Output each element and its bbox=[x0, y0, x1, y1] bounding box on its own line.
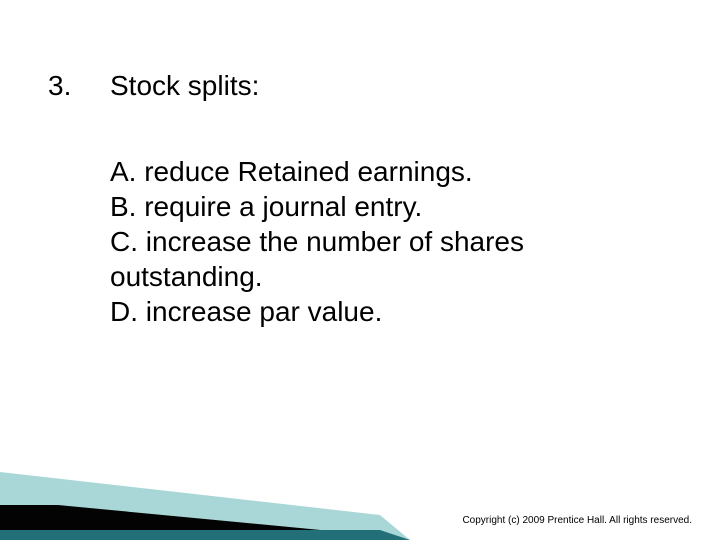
copyright-text: Copyright (c) 2009 Prentice Hall. All ri… bbox=[462, 515, 692, 526]
question-row: 3. Stock splits: bbox=[48, 70, 680, 102]
option-d: D. increase par value. bbox=[110, 294, 680, 329]
option-b: B. require a journal entry. bbox=[110, 189, 680, 224]
corner-decoration bbox=[0, 460, 410, 540]
option-c: C. increase the number of shares outstan… bbox=[110, 224, 680, 294]
slide: 3. Stock splits: A. reduce Retained earn… bbox=[0, 0, 720, 540]
content-area: 3. Stock splits: A. reduce Retained earn… bbox=[48, 70, 680, 329]
question-stem: Stock splits: bbox=[110, 70, 259, 102]
option-a: A. reduce Retained earnings. bbox=[110, 154, 680, 189]
options-list: A. reduce Retained earnings. B. require … bbox=[110, 154, 680, 329]
question-number: 3. bbox=[48, 70, 110, 102]
